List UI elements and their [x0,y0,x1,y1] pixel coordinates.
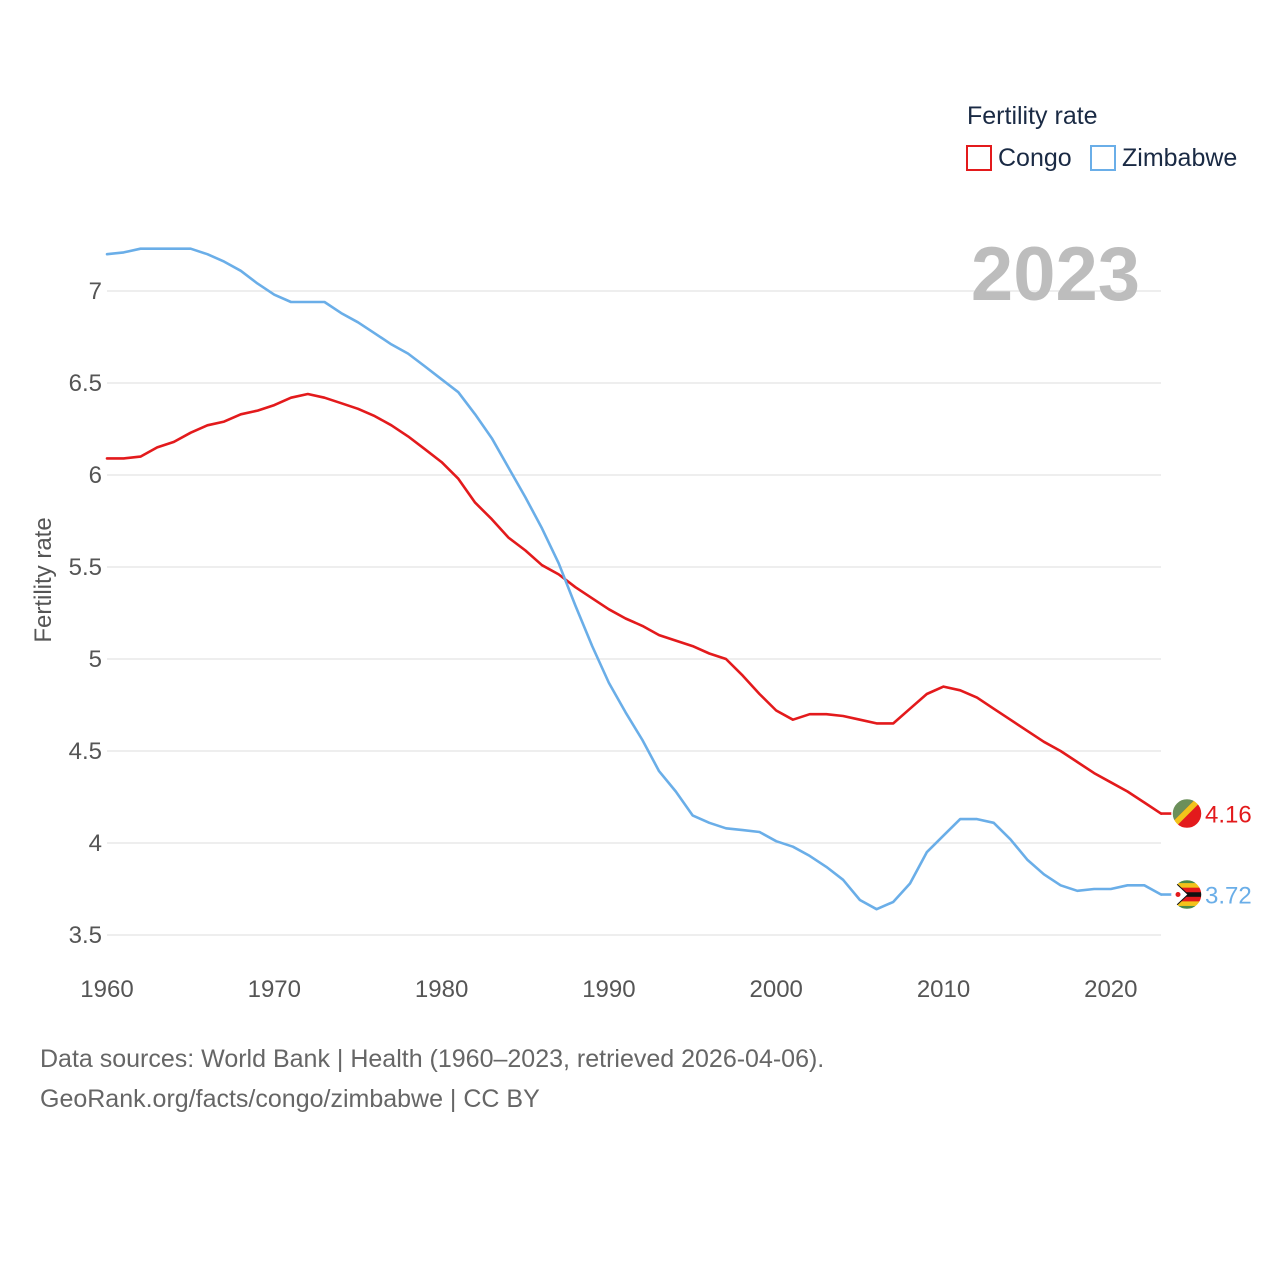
legend-swatch-congo [966,145,992,171]
x-tick-label: 2000 [750,976,803,1003]
series-lines [105,247,1163,911]
source-text: Data sources: World Bank | Health (1960–… [40,1045,825,1073]
x-tick-label: 1970 [248,976,301,1003]
y-tick-label: 4.5 [69,738,102,765]
y-tick-label: 7 [89,278,102,305]
y-tick-label: 3.5 [69,922,102,949]
current-year-label: 2023 [971,232,1140,317]
x-tick-label: 1980 [415,976,468,1003]
x-axis: 1960 1970 1980 1990 2000 2010 2020 [80,976,1137,1003]
x-tick-label: 2010 [917,976,970,1003]
legend-label-zimbabwe[interactable]: Zimbabwe [1122,144,1237,172]
y-axis-title: Fertility rate [30,517,57,642]
series-line-zimbabwe [105,247,1163,911]
end-labels: 4.16 3.72 [1161,797,1252,911]
gridlines [107,290,1161,936]
congo-flag-icon [1171,797,1203,830]
source-link[interactable]: GeoRank.org/facts/congo/zimbabwe | CC BY [40,1085,540,1113]
legend: Fertility rate Congo Zimbabwe [966,102,1237,172]
x-tick-label: 1990 [582,976,635,1003]
x-tick-label: 1960 [80,976,133,1003]
y-tick-label: 6 [89,462,102,489]
legend-swatch-zimbabwe [1090,145,1116,171]
end-value-label: 3.72 [1205,883,1252,910]
x-tick-label: 2020 [1084,976,1137,1003]
y-tick-label: 6.5 [69,370,102,397]
zimbabwe-flag-icon [1171,878,1203,911]
y-tick-label: 5 [89,646,102,673]
y-tick-label: 4 [89,830,102,857]
series-line-congo [105,392,1163,815]
y-tick-label: 5.5 [69,554,102,581]
end-value-label: 4.16 [1205,802,1252,829]
legend-title: Fertility rate [967,102,1098,130]
y-axis: 3.5 4 4.5 5 5.5 6 6.5 7 [69,278,102,949]
legend-label-congo[interactable]: Congo [998,144,1072,172]
